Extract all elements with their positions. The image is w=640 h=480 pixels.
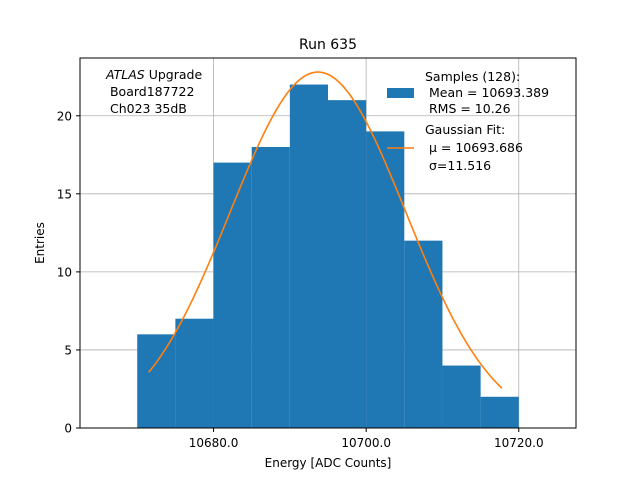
histogram-bar-8: [442, 365, 481, 428]
y-tick-label-2: 10: [57, 265, 72, 279]
y-axis-ticks: 0 5 10 15 20: [57, 109, 80, 436]
histogram-bar-9: [480, 396, 519, 428]
y-tick-label-4: 20: [57, 109, 72, 123]
plot-frame: [79, 57, 577, 429]
legend-hist-line-1: Samples (128):: [425, 69, 520, 84]
legend-fit-line-3: σ=11.516: [429, 158, 491, 173]
x-tick-label-1: 10700.0: [341, 436, 391, 450]
histogram-bar-6: [366, 131, 405, 428]
legend-fit-line-1: Gaussian Fit:: [425, 122, 505, 137]
atlas-annotation: ATLAS Upgrade Board187722 Ch023 35dB: [105, 67, 202, 116]
histogram-bar-5: [328, 100, 367, 428]
histogram-bar-7: [404, 240, 443, 428]
annotation-upgrade: Upgrade: [145, 67, 203, 82]
annotation-channel: Ch023 35dB: [106, 101, 187, 116]
chart-title: Run 635: [299, 37, 357, 53]
x-axis-label: Energy [ADC Counts]: [265, 456, 392, 470]
histogram-bar-1: [175, 318, 214, 428]
histogram-bar-4: [289, 84, 328, 428]
legend-hist-line-3: RMS = 10.26: [425, 101, 511, 116]
legend: Samples (128): Mean = 10693.389 RMS = 10…: [387, 69, 549, 173]
y-axis-label: Entries: [33, 222, 47, 264]
y-tick-label-0: 0: [64, 422, 72, 436]
x-tick-label-2: 10720.0: [494, 436, 544, 450]
annotation-atlas: ATLAS: [105, 67, 145, 82]
x-tick-label-0: 10680.0: [189, 436, 239, 450]
histogram-bars: [137, 84, 519, 428]
y-tick-label-1: 5: [64, 343, 72, 357]
y-tick-label-3: 15: [57, 187, 72, 201]
legend-hist-swatch: [387, 88, 414, 98]
histogram-bar-3: [251, 146, 290, 428]
legend-fit-line-2: μ = 10693.686: [425, 140, 523, 155]
histogram-bar-2: [213, 162, 252, 428]
x-axis-ticks: 10680.0 10700.0 10720.0: [189, 428, 544, 450]
histogram-bar-0: [137, 334, 176, 428]
annotation-board: Board187722: [106, 84, 194, 99]
legend-hist-line-2: Mean = 10693.389: [425, 85, 549, 100]
gaussian-fit-curve: [148, 71, 503, 389]
svg-text:ATLAS Upgrade: ATLAS Upgrade: [105, 67, 202, 82]
